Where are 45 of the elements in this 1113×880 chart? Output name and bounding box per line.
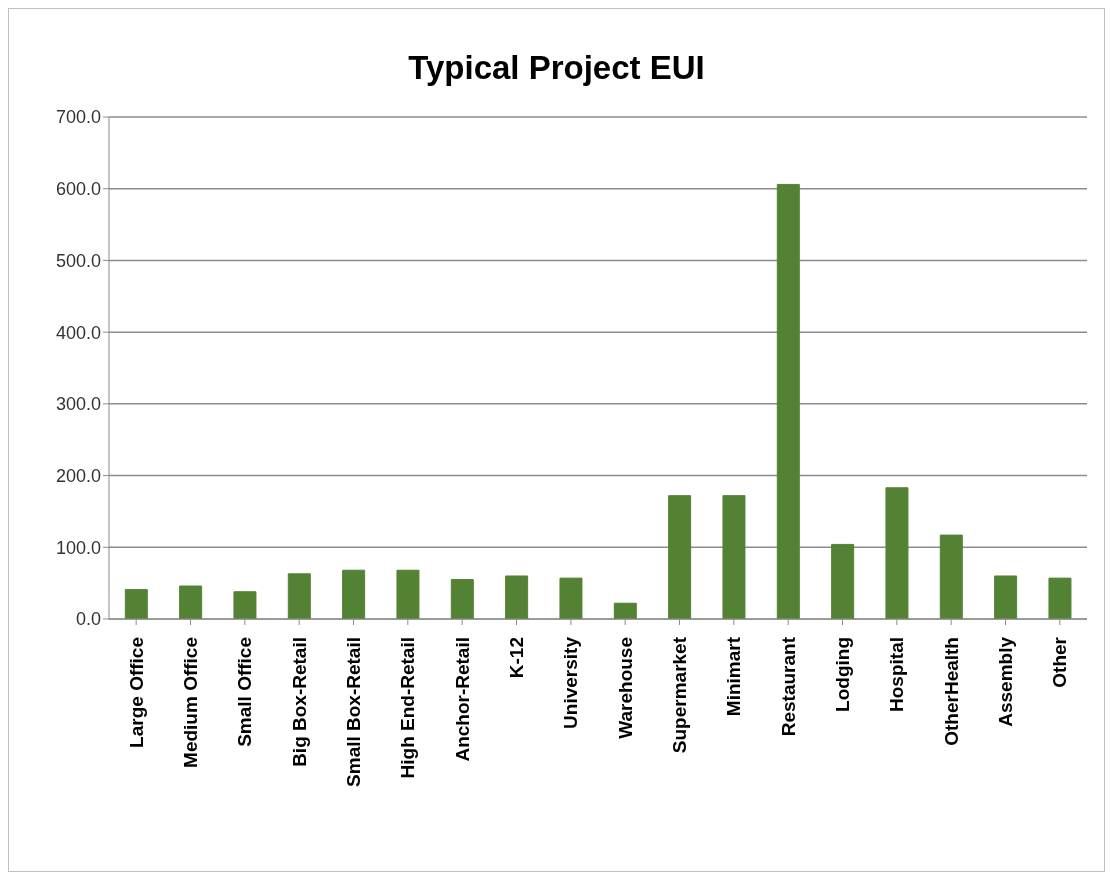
bar xyxy=(233,591,257,619)
y-tick-label: 300.0 xyxy=(55,394,101,415)
bar xyxy=(776,183,800,619)
x-tick-label: OtherHealth xyxy=(940,637,962,746)
y-tick-label: 100.0 xyxy=(55,537,101,558)
x-tick-label: High End-Retail xyxy=(397,637,419,779)
bar xyxy=(179,585,203,619)
bar xyxy=(939,534,963,619)
x-tick-label: Medium Office xyxy=(180,637,201,768)
bar xyxy=(559,577,583,619)
x-tick-label: Restaurant xyxy=(777,636,799,737)
x-tick-label: Minimart xyxy=(723,636,745,717)
x-tick-label: Big Box-Retail xyxy=(288,637,310,767)
bar xyxy=(994,575,1018,619)
x-tick-label: Lodging xyxy=(832,637,853,712)
bar xyxy=(287,573,311,619)
bar xyxy=(831,543,855,619)
bar xyxy=(505,575,529,619)
bar xyxy=(885,487,909,619)
bar xyxy=(450,579,474,619)
x-tick-label: Warehouse xyxy=(614,637,636,739)
x-tick-label: Hospital xyxy=(886,637,908,712)
bar xyxy=(1048,577,1072,619)
y-tick-label: 200.0 xyxy=(55,465,101,486)
x-tick-label: University xyxy=(560,636,582,729)
y-tick-label: 0.0 xyxy=(75,609,101,630)
y-tick-label: 700.0 xyxy=(55,107,101,128)
x-tick-label: K-12 xyxy=(506,637,527,679)
bar xyxy=(722,495,746,619)
bar xyxy=(668,495,692,619)
y-tick-label: 400.0 xyxy=(55,322,101,343)
bar xyxy=(342,569,366,619)
bar xyxy=(396,569,420,619)
x-tick-label: Small Box-Retail xyxy=(343,637,364,787)
x-tick-label: Assembly xyxy=(995,636,1016,727)
x-tick-label: Other xyxy=(1049,636,1071,688)
x-tick-label: Anchor-Retail xyxy=(451,637,473,762)
x-tick-label: Supermarket xyxy=(669,636,690,754)
chart-title: Typical Project EUI xyxy=(407,49,706,87)
y-tick-label: 500.0 xyxy=(55,250,101,271)
bar xyxy=(613,602,637,619)
x-tick-label: Small Office xyxy=(234,637,256,747)
x-tick-label: Large Office xyxy=(125,637,147,748)
y-tick-label: 600.0 xyxy=(55,179,101,200)
bar xyxy=(124,589,148,619)
